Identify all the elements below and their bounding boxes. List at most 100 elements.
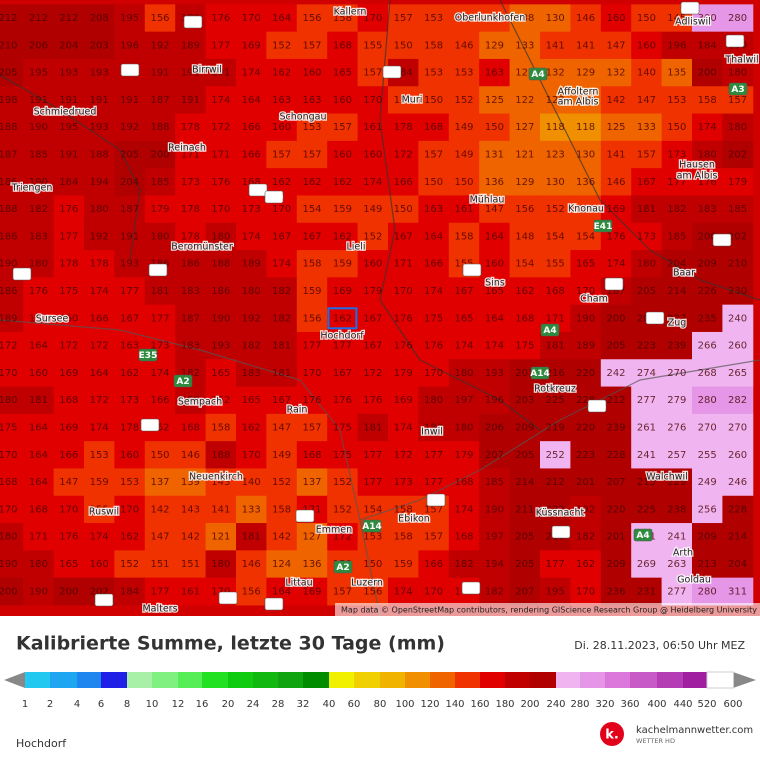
road-shield-label: 383: [681, 4, 700, 14]
cell: [175, 413, 207, 442]
cell-value: 173: [120, 395, 139, 406]
cell-value: 171: [211, 150, 230, 161]
cell-value: 177: [363, 477, 382, 488]
legend-swatch: [556, 672, 581, 688]
road-shield: [645, 311, 665, 325]
cell-value: 132: [606, 68, 625, 79]
place-label: Hausen: [679, 160, 715, 171]
cell-value: 162: [242, 423, 261, 434]
place-label: Ruswil: [89, 507, 119, 518]
cell: [114, 195, 146, 224]
cell: [266, 441, 298, 469]
cell-value: 277: [667, 586, 686, 597]
cell: [327, 468, 359, 497]
cell-value: 210: [0, 40, 18, 51]
cell: [53, 413, 85, 442]
cell: [205, 58, 237, 87]
cell: [631, 113, 663, 142]
cell: [388, 359, 419, 388]
road-shield-label: 26: [252, 186, 265, 196]
cell-value: 143: [181, 504, 200, 515]
cell: [540, 31, 571, 60]
cell-value: 266: [698, 341, 717, 352]
cell-value: 175: [333, 450, 352, 461]
cell-value: 186: [181, 395, 200, 406]
cell: [53, 577, 85, 606]
cell: [23, 140, 55, 169]
cell-value: 249: [698, 477, 717, 488]
road-shield: [725, 34, 745, 48]
place-label: Goldau: [677, 575, 711, 586]
cell: [205, 250, 237, 278]
cell-value: 182: [485, 586, 504, 597]
road-shield: [633, 528, 653, 542]
border-line: [499, 0, 760, 301]
cell-value: 168: [333, 40, 352, 51]
cell-value: 168: [302, 450, 321, 461]
cell-value: 178: [394, 122, 413, 133]
cell: [600, 523, 632, 551]
cell: [53, 359, 85, 388]
cell: [388, 168, 419, 196]
cell-value: 205: [515, 559, 534, 570]
cell: [23, 304, 55, 333]
cell-value: 196: [120, 40, 139, 51]
cell-value: 252: [546, 450, 565, 461]
cell: [114, 31, 146, 60]
cell-value: 170: [0, 368, 18, 379]
cell: [479, 113, 511, 142]
cell-value: 157: [333, 586, 352, 597]
legend-swatch: [706, 671, 734, 689]
cell: [418, 31, 450, 60]
road-shield-label: A14: [362, 522, 382, 532]
cell-value: 171: [546, 313, 565, 324]
road-shield: [712, 233, 732, 247]
cell-value: 242: [606, 368, 625, 379]
cell: [23, 195, 55, 224]
cell: [418, 4, 450, 33]
cell-value: 166: [424, 559, 443, 570]
cell-value: 280: [698, 586, 717, 597]
road-shield: [120, 63, 140, 77]
attribution-bg: [335, 603, 760, 616]
cell: [540, 331, 571, 360]
cell: [388, 523, 419, 551]
cell-value: 168: [515, 313, 534, 324]
cell-value: 193: [485, 368, 504, 379]
cell-value: 146: [576, 13, 595, 24]
cell-value: 173: [637, 231, 656, 242]
cell: [144, 277, 176, 306]
cell-value: 192: [150, 40, 169, 51]
road-shield: [551, 525, 571, 539]
cell-value: 140: [454, 13, 473, 24]
cell-value: 157: [302, 150, 321, 161]
cell: [540, 4, 571, 33]
cell: [175, 468, 207, 497]
cell: [631, 31, 663, 60]
cell-value: 118: [576, 122, 595, 133]
cell: [722, 577, 754, 606]
cell: [236, 413, 267, 442]
cell-value: 172: [59, 341, 78, 352]
cell-value: 201: [606, 532, 625, 543]
cell-value: 145: [667, 13, 686, 24]
place-label: Kallern: [334, 7, 367, 18]
cell-value: 176: [59, 532, 78, 543]
road-shield-label: A2: [176, 377, 189, 387]
cell: [266, 86, 298, 115]
cell-value: 180: [90, 204, 109, 215]
cell-value: 165: [333, 68, 352, 79]
cell-value: 159: [333, 204, 352, 215]
legend-arrow-right: [733, 672, 756, 688]
cell: [53, 277, 85, 306]
cell: [418, 331, 450, 360]
cell-value: 158: [424, 40, 443, 51]
cell: [144, 359, 176, 388]
cell-value: 158: [394, 504, 413, 515]
road-shield: [530, 366, 550, 380]
cell-value: 169: [606, 204, 625, 215]
logo: [600, 722, 624, 746]
legend-label: 200: [520, 699, 539, 710]
cell-value: 180: [29, 559, 48, 570]
cell-value: 157: [424, 532, 443, 543]
